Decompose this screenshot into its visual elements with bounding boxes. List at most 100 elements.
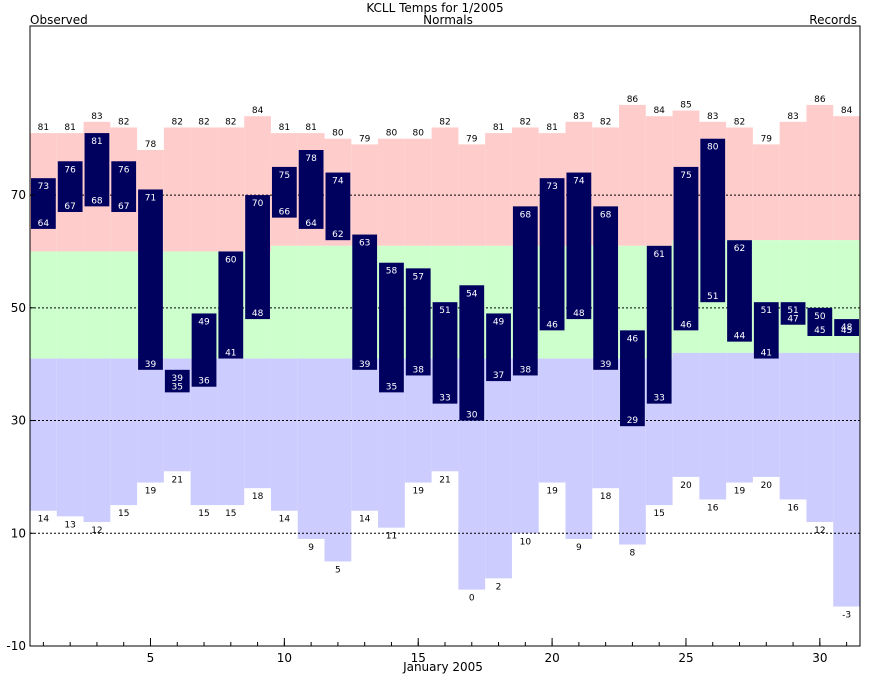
x-tick-label: 5 — [147, 651, 155, 665]
record-low-band — [485, 358, 512, 579]
observed-bar — [566, 172, 592, 320]
observed-high-label: 73 — [546, 182, 557, 192]
record-low-label: 19 — [412, 487, 424, 497]
record-high-label: 82 — [198, 117, 209, 127]
legend-observed: Observed — [30, 13, 88, 27]
observed-high-label: 49 — [493, 317, 505, 327]
record-low-band — [270, 358, 298, 511]
x-tick-label: 15 — [411, 651, 426, 665]
observed-high-label: 51 — [439, 306, 450, 316]
record-high-label: 83 — [91, 112, 102, 122]
observed-bar — [432, 302, 458, 404]
observed-bar — [298, 150, 324, 229]
record-low-label: 2 — [496, 582, 502, 592]
record-low-band — [324, 358, 352, 562]
record-high-label: 79 — [761, 134, 773, 144]
observed-low-label: 67 — [64, 202, 75, 212]
observed-high-label: 76 — [64, 165, 76, 175]
observed-high-label: 73 — [38, 182, 49, 192]
record-high-label: 80 — [412, 129, 424, 139]
record-high-band — [619, 104, 646, 246]
observed-low-label: 48 — [573, 309, 585, 319]
observed-high-label: 48 — [841, 323, 853, 333]
record-high-band — [779, 121, 807, 241]
observed-low-label: 38 — [520, 365, 532, 375]
observed-high-label: 62 — [734, 244, 745, 254]
record-high-label: 80 — [332, 129, 344, 139]
observed-high-label: 63 — [359, 239, 370, 249]
observed-low-label: 44 — [734, 332, 746, 342]
legend-records: Records — [809, 13, 857, 27]
record-low-band — [699, 352, 727, 500]
observed-high-label: 76 — [118, 165, 130, 175]
record-low-label: 20 — [680, 481, 692, 491]
record-low-label: 11 — [386, 532, 397, 542]
observed-high-label: 50 — [814, 312, 826, 322]
observed-low-label: 41 — [761, 349, 772, 359]
observed-high-label: 57 — [412, 272, 423, 282]
observed-bar — [807, 307, 833, 336]
observed-bar — [325, 172, 351, 241]
observed-low-label: 41 — [225, 349, 236, 359]
record-low-label: 9 — [308, 543, 314, 553]
record-low-band — [244, 358, 271, 489]
record-high-label: 84 — [841, 106, 853, 116]
observed-bar — [164, 369, 190, 393]
observed-high-label: 58 — [386, 267, 398, 277]
observed-bar — [352, 234, 378, 370]
record-low-band — [30, 358, 57, 511]
observed-bar — [57, 161, 83, 212]
observed-low-label: 45 — [814, 326, 825, 336]
observed-high-label: 81 — [91, 137, 102, 147]
observed-bar — [111, 161, 137, 212]
observed-low-label: 35 — [172, 382, 183, 392]
observed-low-label: 39 — [359, 360, 371, 370]
record-low-band — [672, 352, 700, 477]
record-low-band — [833, 352, 860, 607]
observed-high-label: 68 — [600, 210, 612, 220]
observed-bar — [218, 251, 244, 359]
record-low-band — [806, 352, 834, 522]
observed-high-label: 54 — [466, 289, 478, 299]
observed-bar — [727, 240, 752, 342]
record-high-band — [163, 127, 191, 252]
record-low-band — [726, 352, 753, 483]
observed-high-label: 75 — [680, 171, 691, 181]
observed-low-label: 48 — [252, 309, 264, 319]
x-tick-label: 25 — [678, 651, 693, 665]
normal-band — [779, 240, 807, 353]
normal-band — [163, 251, 191, 359]
record-high-label: 82 — [172, 117, 183, 127]
record-high-band — [378, 138, 405, 246]
record-high-label: 83 — [573, 112, 584, 122]
observed-bar — [138, 189, 163, 370]
record-high-label: 86 — [627, 95, 639, 105]
observed-low-label: 62 — [332, 230, 343, 240]
record-low-label: 0 — [469, 594, 475, 604]
record-low-label: 10 — [520, 537, 532, 547]
observed-low-label: 46 — [680, 320, 692, 330]
record-low-label: -3 — [842, 611, 851, 621]
observed-bar — [593, 206, 619, 370]
record-low-label: 15 — [198, 509, 209, 519]
observed-high-label: 74 — [573, 177, 585, 187]
observed-low-label: 45 — [841, 326, 852, 336]
observed-low-label: 35 — [386, 382, 397, 392]
observed-bar — [31, 178, 56, 229]
record-low-label: 21 — [439, 475, 450, 485]
observed-high-label: 68 — [520, 210, 532, 220]
record-low-label: 20 — [761, 481, 773, 491]
record-high-label: 85 — [680, 101, 691, 111]
record-low-label: 18 — [252, 492, 264, 502]
record-high-label: 81 — [64, 123, 75, 133]
y-tick-label: 70 — [11, 188, 26, 202]
observed-low-label: 33 — [439, 394, 450, 404]
normal-band — [83, 251, 111, 359]
normal-band — [297, 245, 325, 359]
observed-high-label: 74 — [332, 177, 344, 187]
record-low-label: 12 — [91, 526, 102, 536]
record-high-label: 82 — [118, 117, 129, 127]
observed-bar — [486, 313, 511, 382]
observed-low-label: 47 — [787, 315, 798, 325]
record-low-band — [56, 358, 84, 517]
